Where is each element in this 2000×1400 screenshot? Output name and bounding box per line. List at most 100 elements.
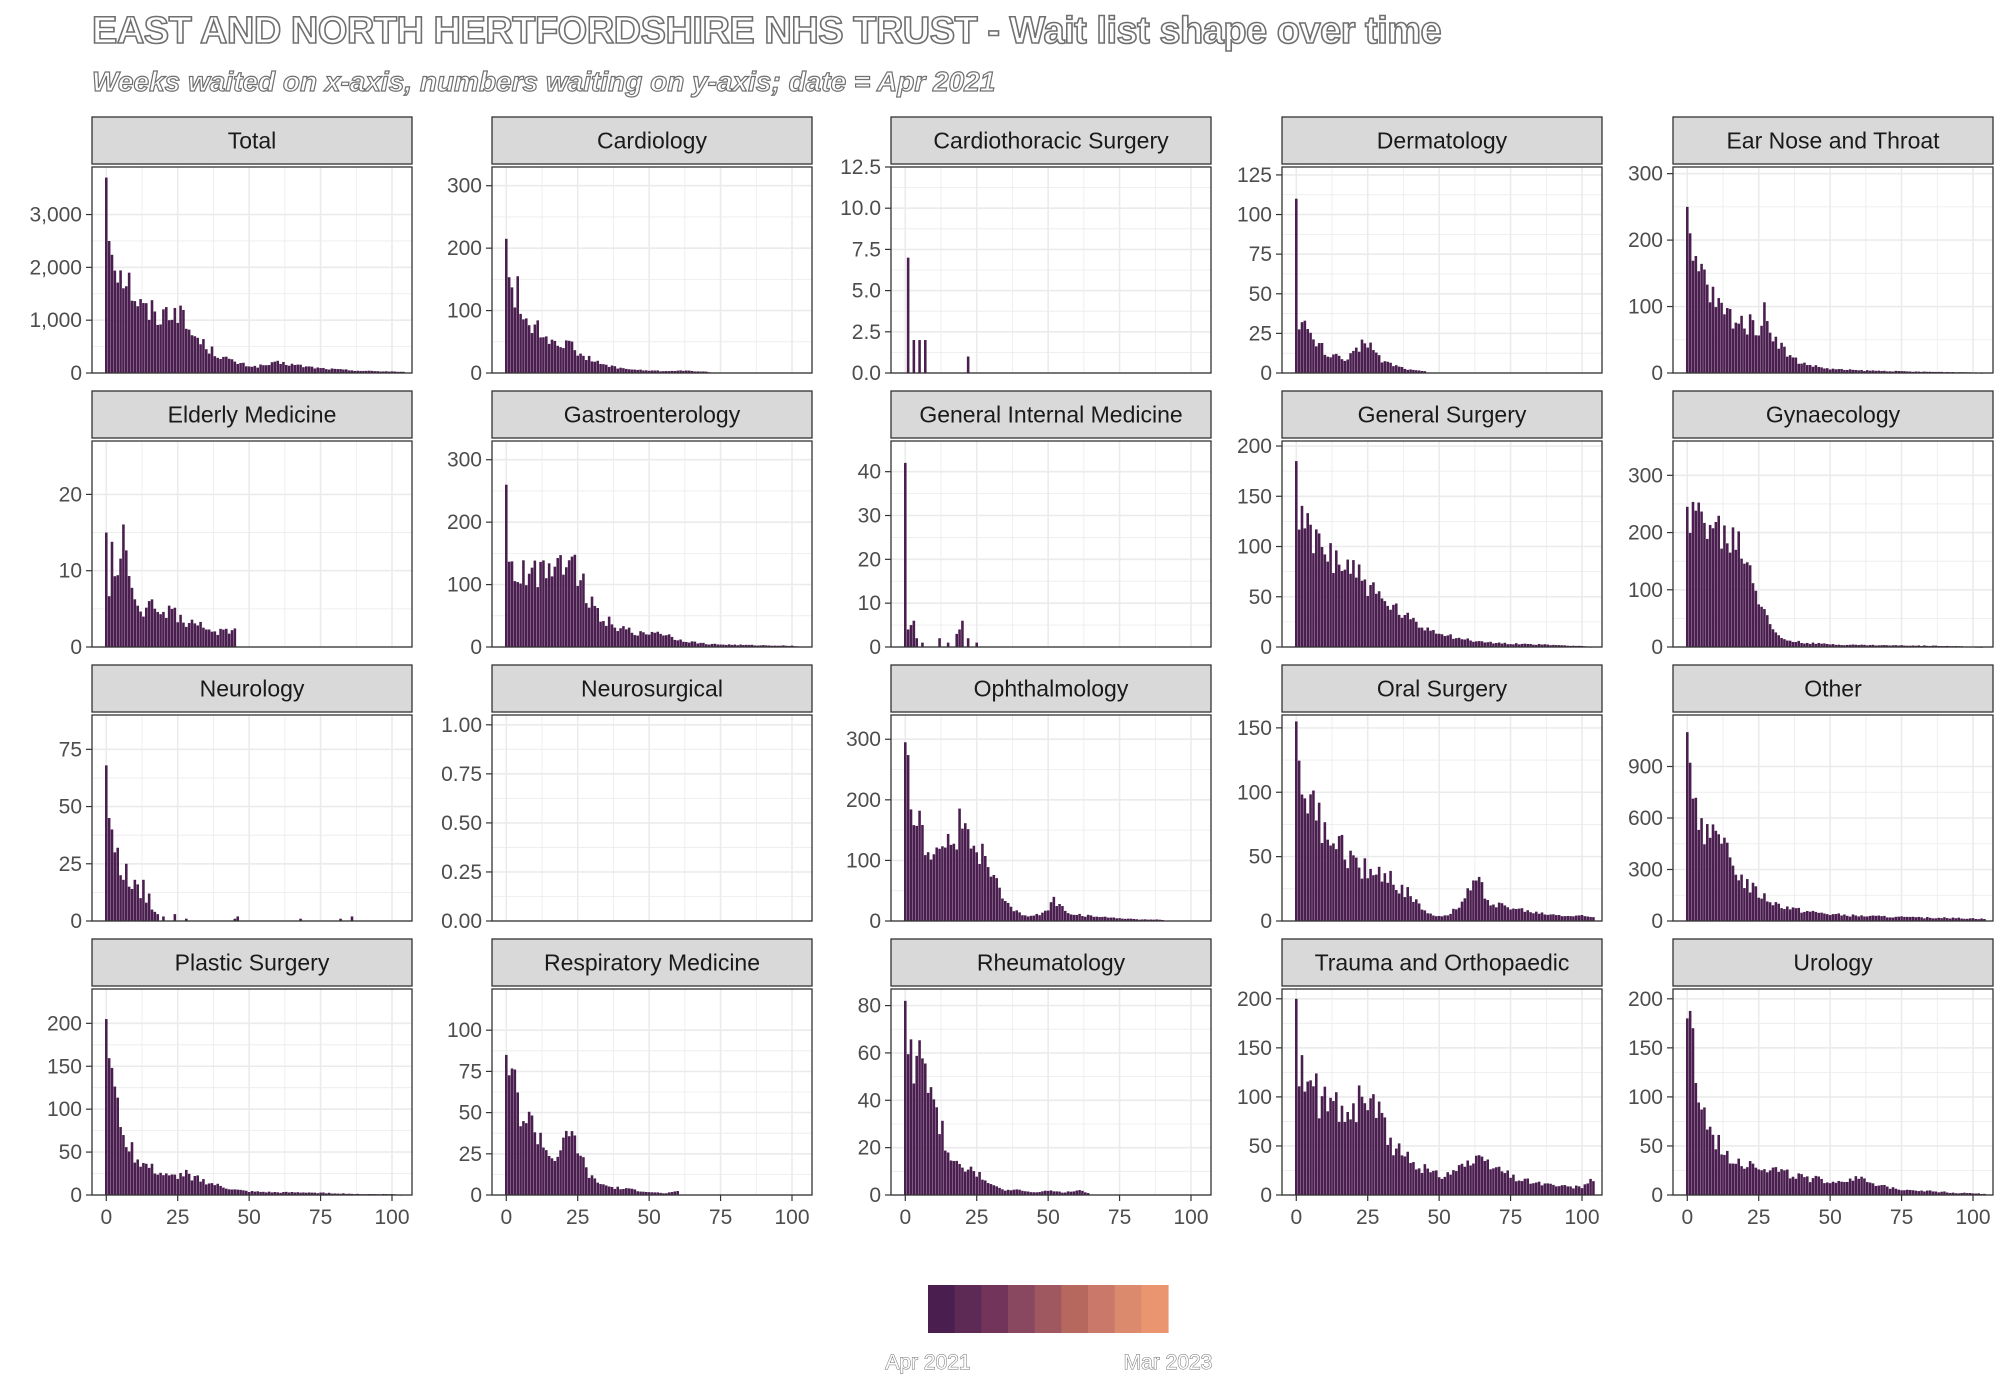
- bar: [1791, 1176, 1795, 1195]
- bar: [242, 362, 245, 373]
- bar: [1871, 370, 1875, 373]
- bar: [105, 1019, 108, 1195]
- y-tick-label: 100: [1237, 536, 1272, 559]
- bar: [559, 555, 562, 647]
- bar: [293, 365, 297, 373]
- bar: [1295, 198, 1298, 373]
- bar: [1532, 913, 1535, 921]
- bar: [1372, 875, 1375, 921]
- bar: [1575, 915, 1578, 921]
- bar: [1403, 368, 1407, 373]
- bar: [567, 340, 571, 373]
- bar: [593, 1178, 597, 1195]
- bar: [1497, 1166, 1501, 1195]
- panel-border: [1281, 440, 1603, 648]
- bar: [576, 585, 579, 647]
- bar: [1572, 916, 1575, 921]
- bar: [107, 1058, 111, 1195]
- y-tick-label: 75: [459, 1060, 482, 1083]
- facet-strip-label: Cardiology: [597, 128, 707, 154]
- bar: [367, 370, 371, 373]
- bar: [1069, 1191, 1073, 1195]
- y-tick-label: 20: [858, 548, 881, 571]
- bar: [185, 1169, 188, 1195]
- bar: [1497, 642, 1501, 647]
- bar: [673, 1191, 677, 1195]
- bar: [193, 623, 197, 647]
- bar: [1806, 910, 1809, 921]
- bar: [1791, 357, 1795, 373]
- bar: [1943, 917, 1946, 921]
- bar: [196, 337, 199, 373]
- bar: [1375, 1117, 1378, 1195]
- bar: [1800, 1174, 1803, 1195]
- bar: [1472, 641, 1475, 647]
- bar: [1303, 528, 1307, 647]
- bar: [1532, 644, 1535, 647]
- facet-strip-label: Trauma and Orthopaedic: [1315, 950, 1570, 976]
- bar: [136, 605, 139, 647]
- bar: [1306, 329, 1309, 373]
- bar: [1477, 641, 1481, 647]
- bar: [1694, 256, 1698, 373]
- bar: [1763, 609, 1766, 647]
- bar: [1509, 909, 1512, 921]
- bar: [619, 628, 622, 647]
- bar: [1540, 912, 1544, 921]
- bar: [682, 370, 685, 373]
- bar: [1777, 348, 1780, 373]
- bar: [1840, 1181, 1843, 1195]
- bar: [1440, 634, 1444, 647]
- bar: [662, 371, 665, 373]
- bar: [1535, 911, 1538, 921]
- bar: [707, 644, 711, 647]
- legend-swatch: [1061, 1285, 1089, 1333]
- bar: [1046, 1190, 1050, 1195]
- bar: [1375, 593, 1378, 647]
- bar: [1329, 845, 1332, 921]
- bar: [1760, 1170, 1763, 1195]
- bar: [1708, 837, 1712, 921]
- bar: [147, 319, 151, 373]
- bar: [1497, 902, 1501, 921]
- bar: [1914, 371, 1918, 373]
- bar: [1460, 1163, 1464, 1195]
- bar: [647, 1192, 651, 1195]
- bar: [1563, 645, 1567, 647]
- bar: [736, 645, 739, 647]
- bar: [1312, 1086, 1315, 1195]
- x-tick-label: 25: [166, 1206, 189, 1229]
- bar: [699, 371, 702, 373]
- bar: [1714, 307, 1718, 373]
- bar: [1024, 915, 1027, 921]
- bar: [1788, 909, 1792, 921]
- bar: [932, 854, 936, 921]
- bar: [1711, 286, 1715, 373]
- panel-border: [1281, 714, 1603, 922]
- bar: [590, 361, 594, 373]
- bar: [667, 371, 671, 373]
- bar: [1740, 1166, 1743, 1195]
- bar: [579, 1155, 582, 1195]
- bar: [1880, 916, 1883, 921]
- bar: [1808, 643, 1812, 647]
- bar: [1061, 1192, 1064, 1195]
- facet-strip: [91, 664, 413, 713]
- bar: [944, 847, 947, 921]
- bar: [299, 918, 302, 921]
- bar: [1768, 332, 1772, 373]
- bar: [259, 1191, 262, 1195]
- bar: [1963, 918, 1966, 921]
- bar: [205, 1184, 208, 1195]
- bar: [1483, 898, 1487, 921]
- bar: [519, 313, 522, 373]
- bar: [119, 875, 122, 921]
- bar: [966, 638, 970, 647]
- bar: [1737, 323, 1740, 373]
- bar: [119, 558, 122, 647]
- y-tick-label: 0: [470, 1184, 482, 1207]
- y-tick-label: 200: [1237, 988, 1272, 1011]
- bar: [522, 1121, 525, 1195]
- bar: [116, 282, 119, 373]
